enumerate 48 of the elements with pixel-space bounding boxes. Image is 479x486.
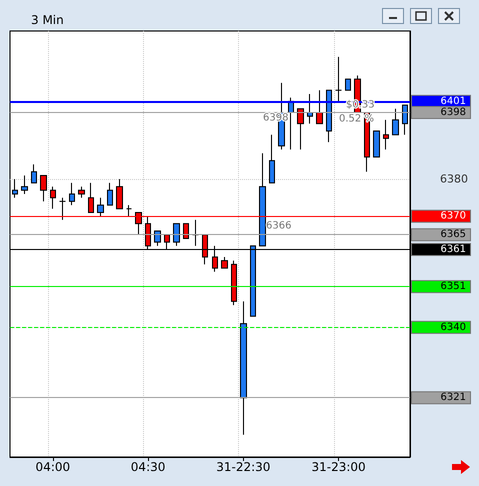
y-tick-label: 6380 xyxy=(440,172,468,186)
candlestick xyxy=(373,130,380,158)
y-tick-label: 6370 xyxy=(440,210,466,222)
candlestick xyxy=(107,182,113,206)
candlestick xyxy=(307,93,313,124)
candlestick xyxy=(240,300,247,436)
annotation: 0.52 % xyxy=(339,114,374,124)
x-tick-label: 31-22:30 xyxy=(216,460,270,474)
candlestick xyxy=(326,90,332,143)
y-tick-label: 6321 xyxy=(440,392,466,404)
y-tick-label: 6351 xyxy=(440,281,466,292)
candlestick xyxy=(116,178,123,210)
x-tick-label: 31-23:00 xyxy=(311,460,366,474)
candlestick xyxy=(97,197,104,217)
candlestick xyxy=(50,186,56,210)
annotation: 6366 xyxy=(266,220,292,232)
candlestick xyxy=(21,174,28,194)
chart-title: 3 Min xyxy=(31,13,64,27)
y-tick-label: 6340 xyxy=(440,322,466,333)
candlestick xyxy=(383,119,389,150)
candlestick xyxy=(392,108,399,136)
candlestick xyxy=(221,256,228,269)
candlestick xyxy=(12,178,18,198)
y-tick-label: 6398 xyxy=(440,106,466,118)
y-tick-label: 6365 xyxy=(440,229,466,240)
candlestick xyxy=(31,164,37,184)
candlestick xyxy=(335,56,342,102)
candlestick xyxy=(173,223,180,246)
x-tick-label: 04:00 xyxy=(36,460,70,474)
candlestick xyxy=(135,212,142,236)
y-tick-label: 6361 xyxy=(440,244,466,256)
candlestick xyxy=(259,152,266,246)
candlestick xyxy=(345,78,351,91)
candlestick xyxy=(154,230,161,246)
candlestick xyxy=(269,134,275,184)
candlestick xyxy=(69,182,75,206)
candlestick xyxy=(316,90,323,124)
y-tick-label: 6401 xyxy=(440,96,466,107)
candlestick xyxy=(59,197,66,220)
candlestick xyxy=(297,108,304,150)
candlestick xyxy=(231,260,237,306)
candlestick xyxy=(183,223,189,239)
candlestick xyxy=(402,104,408,136)
candlestick xyxy=(78,186,85,198)
candlestick xyxy=(126,204,132,217)
x-tick-label: 04:30 xyxy=(130,460,166,474)
candlestick xyxy=(40,174,47,202)
candlestick xyxy=(88,182,94,214)
